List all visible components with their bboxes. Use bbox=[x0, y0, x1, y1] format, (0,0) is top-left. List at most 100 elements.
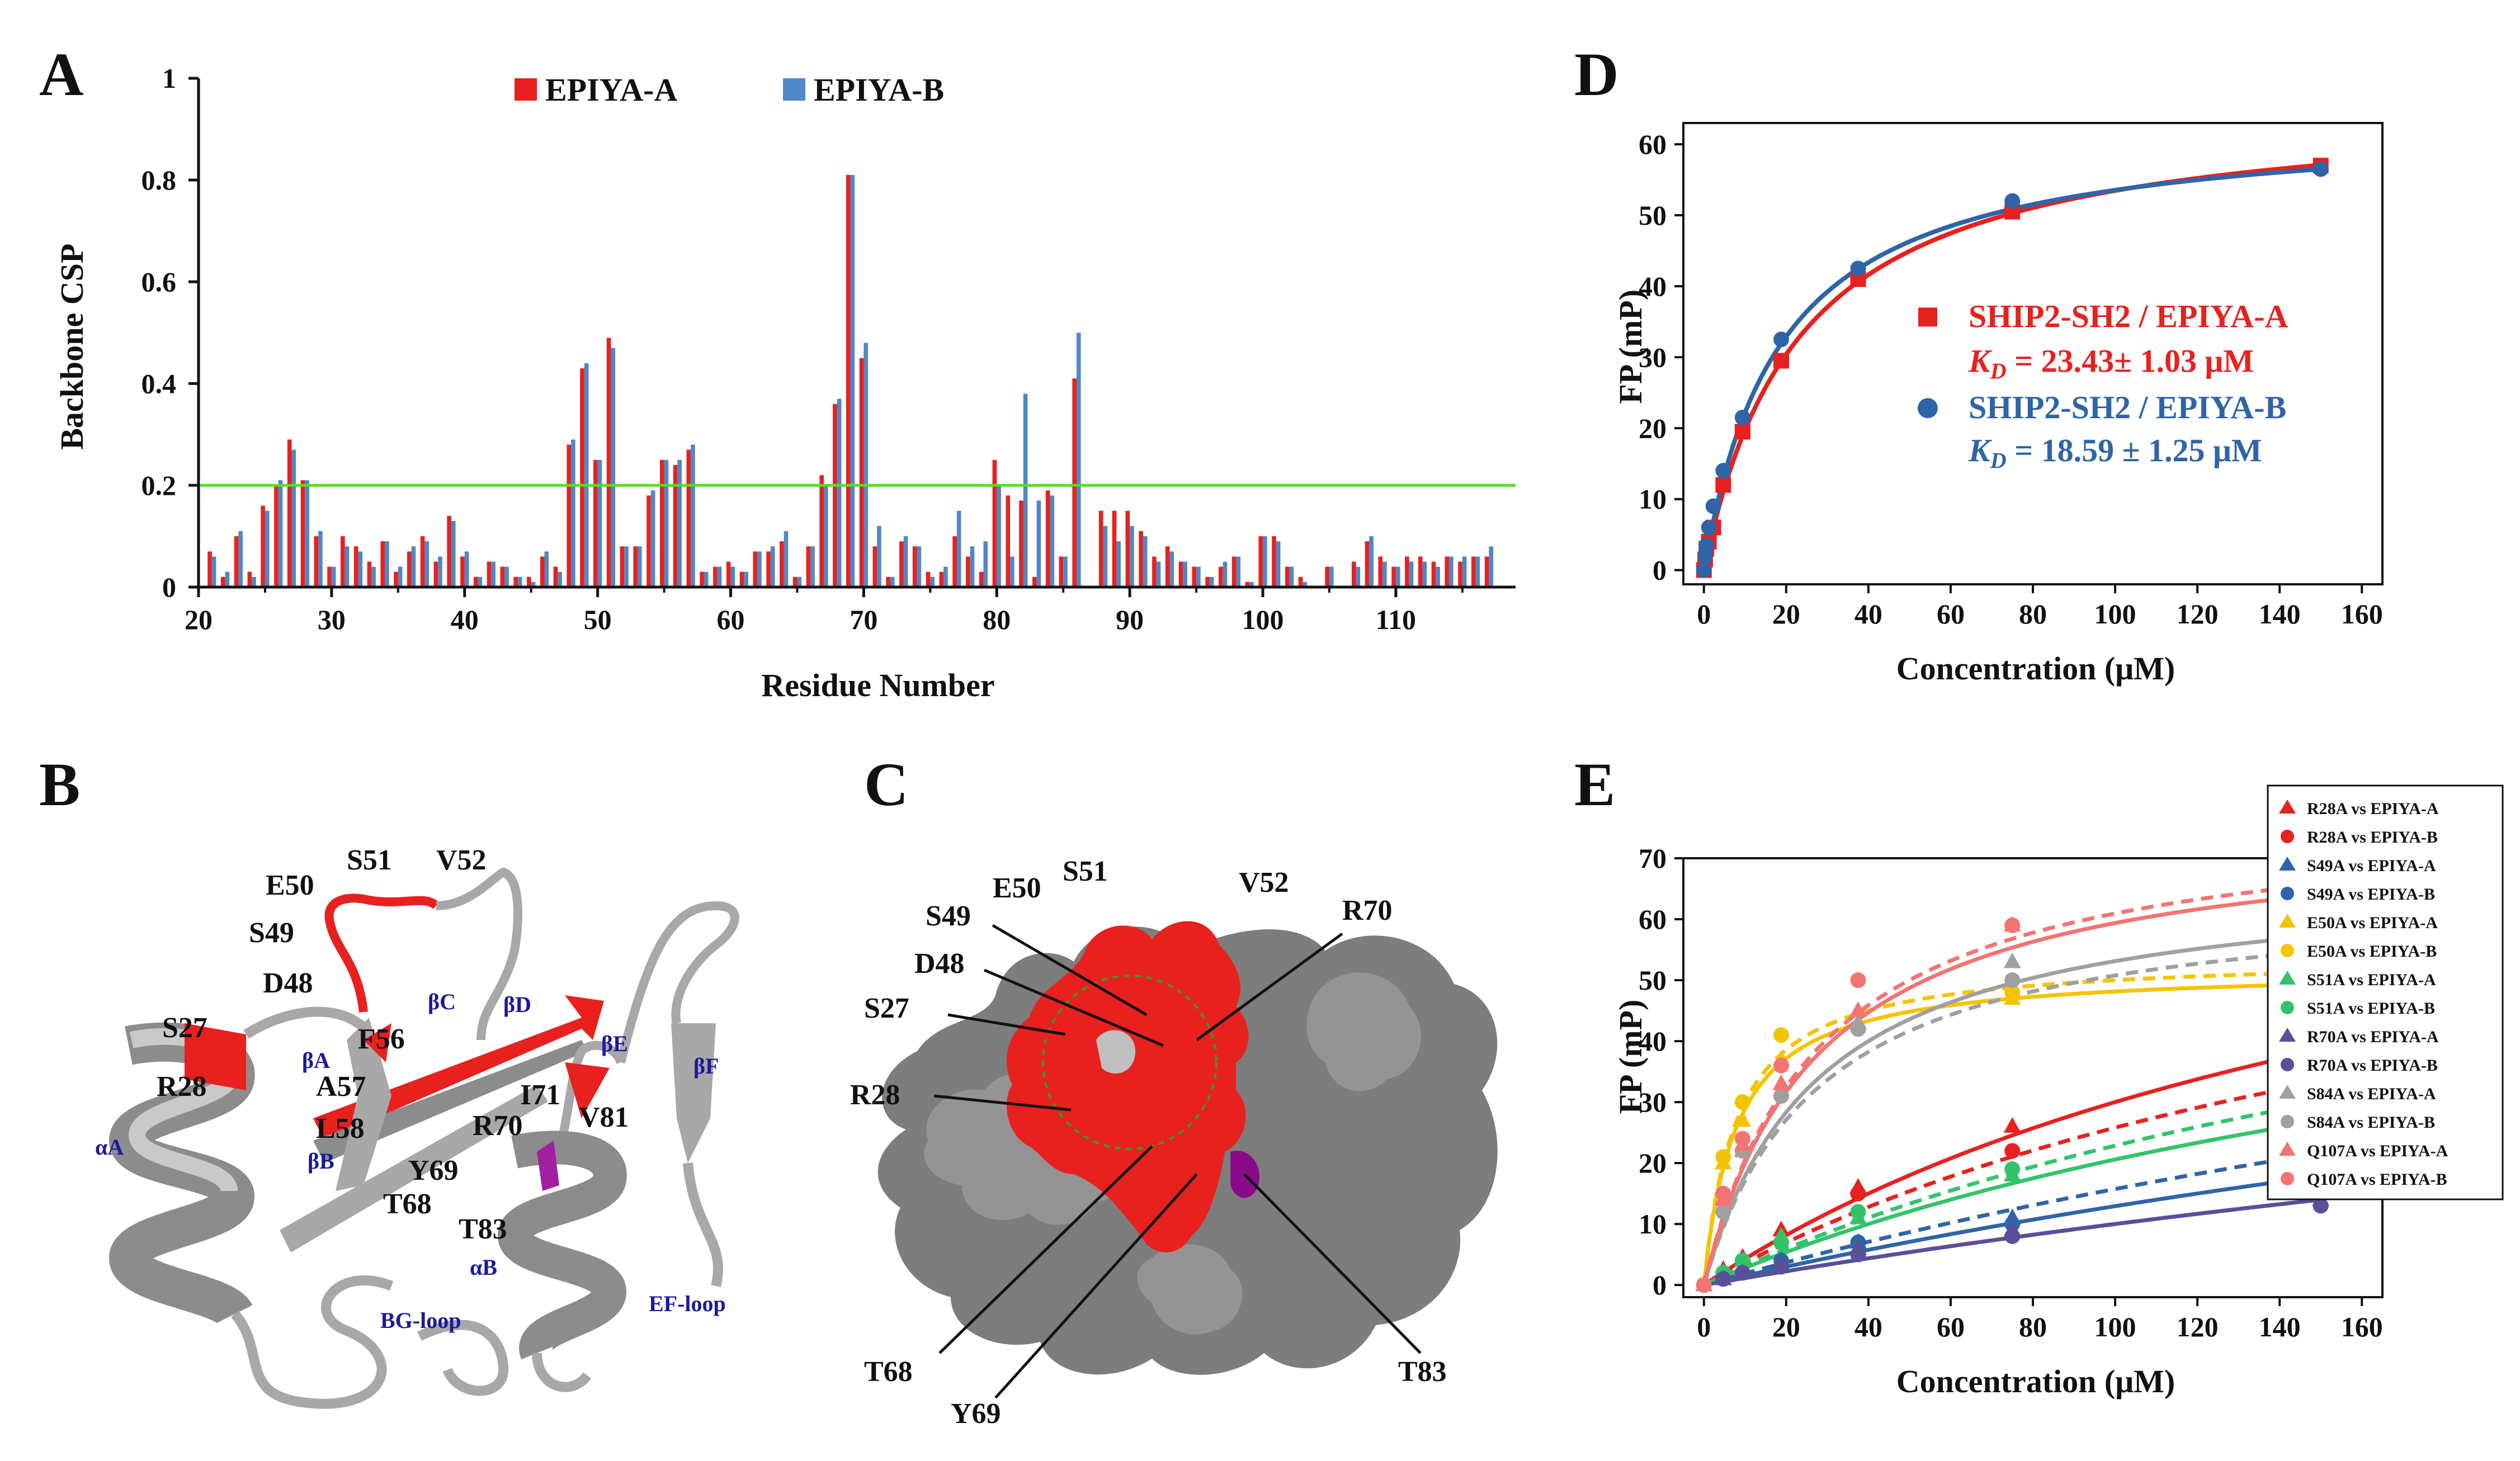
legend-e-label: R28A vs EPIYA-B bbox=[2307, 828, 2438, 847]
bar-epiya-b bbox=[784, 531, 789, 587]
bar-epiya-b bbox=[638, 546, 642, 587]
chart-e-point bbox=[2003, 952, 2021, 968]
label-b-a57: A57 bbox=[316, 1071, 366, 1103]
bar-epiya-b bbox=[571, 439, 575, 587]
chart-e-point bbox=[1715, 1204, 1731, 1220]
label-b-l58: L58 bbox=[316, 1113, 365, 1145]
bar-epiya-a bbox=[620, 546, 625, 587]
loop-bottom-right bbox=[532, 1353, 592, 1392]
legend-e-marker bbox=[2279, 800, 2296, 814]
bar-epiya-a bbox=[859, 358, 864, 587]
bar-epiya-a bbox=[1325, 566, 1329, 587]
legend-e-marker bbox=[2281, 1058, 2294, 1071]
chart-d-point bbox=[1696, 562, 1712, 578]
bar-epiya-a bbox=[952, 536, 957, 587]
bar-epiya-b bbox=[624, 546, 629, 587]
chart-a-ytick-label: 0.4 bbox=[141, 368, 177, 399]
bar-epiya-a bbox=[872, 546, 877, 587]
legend-marker-square bbox=[1918, 308, 1937, 327]
bar-epiya-a bbox=[1365, 541, 1370, 587]
chart-d-xtick-label: 100 bbox=[2094, 598, 2136, 630]
bar-epiya-b bbox=[291, 450, 296, 587]
bar-epiya-a bbox=[700, 571, 704, 587]
chart-e-xtick-label: 140 bbox=[2259, 1311, 2301, 1342]
bar-epiya-a bbox=[992, 460, 997, 587]
label-b-beta-c: βC bbox=[428, 989, 456, 1014]
bar-epiya-a bbox=[1471, 556, 1476, 587]
helix-t83-marker bbox=[537, 1141, 559, 1191]
bar-epiya-b bbox=[930, 576, 935, 587]
legend-e-label: S51A vs EPIYA-B bbox=[2307, 999, 2435, 1018]
chart-e-xtick-label: 80 bbox=[2019, 1311, 2047, 1342]
label-b-ef-loop: EF-loop bbox=[649, 1291, 726, 1316]
chart-e-point bbox=[1850, 1021, 1866, 1037]
bar-epiya-a bbox=[1152, 556, 1157, 587]
bar-epiya-a bbox=[1405, 556, 1409, 587]
bar-epiya-a bbox=[513, 576, 518, 587]
loop-s51-v52 bbox=[436, 867, 522, 1041]
bar-epiya-a bbox=[394, 571, 398, 587]
bar-epiya-b bbox=[1303, 581, 1308, 587]
bar-epiya-b bbox=[504, 566, 509, 587]
bar-epiya-a bbox=[646, 495, 651, 587]
bar-epiya-b bbox=[1156, 561, 1161, 587]
bar-epiya-a bbox=[806, 546, 811, 587]
chart-a-xtick-label: 20 bbox=[185, 604, 213, 635]
chart-d-ytick-label: 30 bbox=[1639, 342, 1667, 373]
legend-e-label: R70A vs EPIYA-A bbox=[2307, 1028, 2439, 1046]
bar-epiya-b bbox=[1462, 556, 1467, 587]
label-b-s51: S51 bbox=[347, 844, 392, 876]
legend-e-marker bbox=[2281, 1172, 2294, 1185]
chart-e-point bbox=[1850, 1204, 1866, 1220]
surface-patch-3 bbox=[1137, 1244, 1243, 1335]
chart-d-xtick-label: 40 bbox=[1854, 598, 1882, 630]
bar-epiya-a bbox=[792, 576, 797, 587]
strand-beta-b bbox=[280, 1085, 548, 1252]
bar-epiya-b bbox=[1263, 536, 1267, 587]
bar-epiya-b bbox=[890, 576, 895, 587]
bar-epiya-b bbox=[438, 556, 442, 587]
chart-e-xtick-label: 0 bbox=[1697, 1311, 1711, 1342]
bar-epiya-b bbox=[717, 566, 722, 587]
panel-letter-d: D bbox=[1574, 40, 1618, 108]
bar-epiya-a bbox=[540, 556, 545, 587]
chart-d-ytick-label: 60 bbox=[1639, 129, 1667, 160]
legend-e-label: Q107A vs EPIYA-A bbox=[2307, 1142, 2448, 1160]
bar-epiya-b bbox=[797, 576, 802, 587]
bar-epiya-b bbox=[1369, 536, 1374, 587]
bar-epiya-a bbox=[274, 485, 279, 587]
chart-a-ytick-label: 0.8 bbox=[141, 164, 177, 196]
bar-epiya-b bbox=[1475, 556, 1480, 587]
bar-epiya-b bbox=[704, 571, 709, 587]
legend-e-marker bbox=[2281, 1001, 2294, 1014]
bar-epiya-a bbox=[899, 541, 904, 587]
bar-epiya-a bbox=[1139, 531, 1143, 587]
label-b-alpha-b: αB bbox=[470, 1255, 497, 1280]
bar-epiya-b bbox=[770, 546, 775, 587]
legend-swatch-epiya-a bbox=[515, 78, 537, 101]
bar-epiya-a bbox=[300, 480, 305, 587]
label-b-beta-b: βB bbox=[308, 1148, 334, 1174]
legend-label-epiya-b: EPIYA-B bbox=[814, 72, 944, 108]
bar-epiya-b bbox=[837, 399, 842, 587]
label-b-beta-e: βE bbox=[601, 1031, 628, 1056]
bar-epiya-a bbox=[1059, 556, 1064, 587]
bar-epiya-a bbox=[673, 465, 678, 587]
bar-epiya-a bbox=[739, 571, 744, 587]
label-b-s49: S49 bbox=[249, 917, 294, 949]
chart-a-xtick-label: 30 bbox=[318, 604, 346, 635]
bar-epiya-b bbox=[451, 521, 456, 587]
bar-epiya-b bbox=[917, 546, 922, 587]
label-b-t83: T83 bbox=[459, 1213, 507, 1245]
chart-e-point bbox=[2004, 984, 2021, 1000]
legend-e-marker bbox=[2279, 1142, 2296, 1156]
label-b-y69: Y69 bbox=[408, 1155, 459, 1186]
bar-epiya-a bbox=[833, 404, 837, 587]
bar-epiya-a bbox=[926, 571, 931, 587]
chart-e-ytick-label: 70 bbox=[1639, 843, 1667, 874]
bar-epiya-b bbox=[544, 551, 549, 587]
chart-e-point bbox=[1850, 1185, 1866, 1202]
chart-e-point bbox=[1734, 1094, 1750, 1110]
legend-e-marker bbox=[2279, 1028, 2296, 1042]
callout-lines bbox=[933, 924, 1422, 1399]
